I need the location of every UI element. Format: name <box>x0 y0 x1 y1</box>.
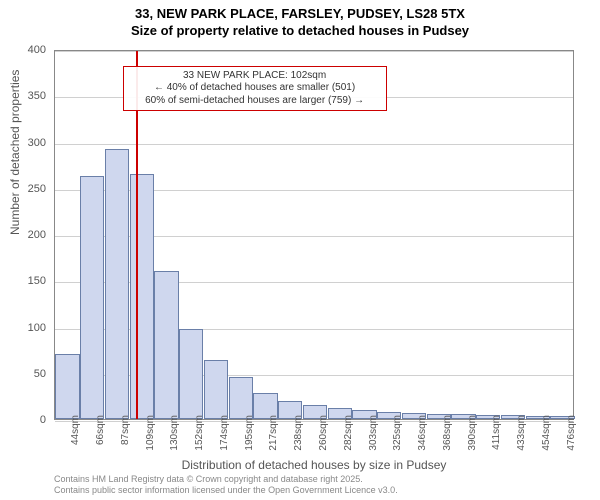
y-tick-label: 400 <box>6 44 46 56</box>
x-tick-label: 325sqm <box>392 415 403 451</box>
y-tick-label: 250 <box>6 183 46 195</box>
title-line-2: Size of property relative to detached ho… <box>0 23 600 40</box>
chart-container: 33, NEW PARK PLACE, FARSLEY, PUDSEY, LS2… <box>0 0 600 500</box>
x-tick-label: 109sqm <box>145 415 156 451</box>
y-tick-label: 300 <box>6 137 46 149</box>
x-tick-label: 454sqm <box>541 415 552 451</box>
y-tick-label: 150 <box>6 275 46 287</box>
y-tick-label: 50 <box>6 368 46 380</box>
x-tick-label: 390sqm <box>467 415 478 451</box>
footer-line-2: Contains public sector information licen… <box>54 485 398 496</box>
x-tick-label: 368sqm <box>442 415 453 451</box>
x-tick-label: 87sqm <box>120 415 131 445</box>
y-tick-label: 350 <box>6 90 46 102</box>
x-tick-label: 476sqm <box>566 415 577 451</box>
x-tick-label: 282sqm <box>343 415 354 451</box>
y-tick-label: 0 <box>6 414 46 426</box>
title-line-1: 33, NEW PARK PLACE, FARSLEY, PUDSEY, LS2… <box>0 6 600 23</box>
x-tick-label: 44sqm <box>70 415 81 445</box>
x-tick-label: 433sqm <box>516 415 527 451</box>
y-tick-label: 100 <box>6 322 46 334</box>
x-tick-label: 346sqm <box>417 415 428 451</box>
x-tick-label: 303sqm <box>368 415 379 451</box>
x-tick-label: 152sqm <box>194 415 205 451</box>
x-ticks: 44sqm66sqm87sqm109sqm130sqm152sqm174sqm1… <box>54 50 574 420</box>
x-tick-label: 174sqm <box>219 415 230 451</box>
x-tick-label: 411sqm <box>491 415 502 450</box>
x-tick-label: 66sqm <box>95 415 106 445</box>
x-tick-label: 195sqm <box>244 415 255 451</box>
y-tick-label: 200 <box>6 229 46 241</box>
x-tick-label: 217sqm <box>268 415 279 451</box>
x-tick-label: 260sqm <box>318 415 329 451</box>
x-tick-label: 130sqm <box>169 415 180 451</box>
chart-title: 33, NEW PARK PLACE, FARSLEY, PUDSEY, LS2… <box>0 0 600 40</box>
footer-line-1: Contains HM Land Registry data © Crown c… <box>54 474 398 485</box>
x-axis-label: Distribution of detached houses by size … <box>54 458 574 472</box>
footer-attribution: Contains HM Land Registry data © Crown c… <box>54 474 398 496</box>
x-tick-label: 238sqm <box>293 415 304 451</box>
